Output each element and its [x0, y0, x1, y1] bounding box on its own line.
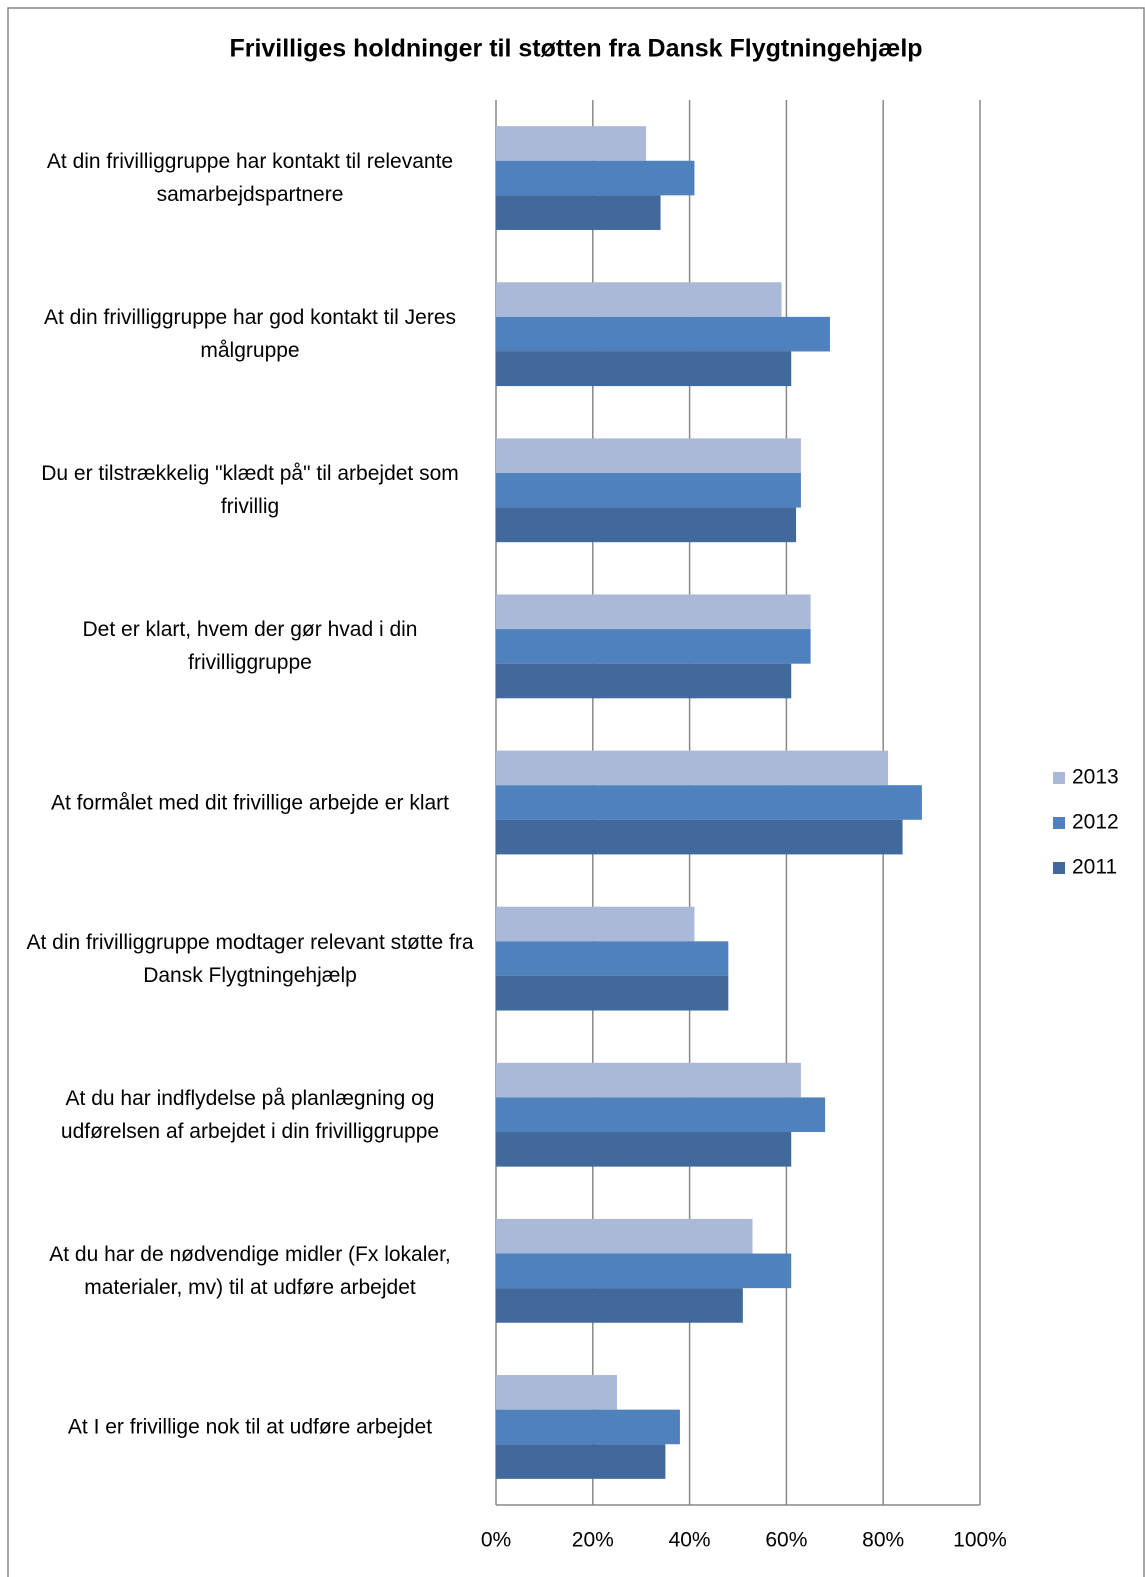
- x-tick-label: 0%: [481, 1529, 511, 1552]
- legend-swatch: [1053, 817, 1065, 829]
- category-label: At din frivilliggruppe modtager relevant…: [26, 930, 474, 987]
- bar: [496, 750, 889, 786]
- category-label: At formålet med dit frivillige arbejde e…: [51, 791, 449, 814]
- bar: [496, 1288, 743, 1323]
- x-tick-label: 20%: [572, 1529, 614, 1552]
- bar: [496, 975, 729, 1011]
- bar: [496, 507, 797, 543]
- bar: [496, 906, 695, 942]
- bar: [496, 629, 811, 664]
- category-label: At du har indflydelse på planlægning og …: [60, 1086, 440, 1143]
- bar: [496, 126, 647, 161]
- bar: [496, 1253, 792, 1289]
- legend-label: 2013: [1072, 766, 1119, 789]
- category-label: Du er tilstrækkelig "klædt på" til arbej…: [41, 462, 459, 519]
- bar: [496, 819, 903, 855]
- category-label: At du har de nødvendige midler (Fx lokal…: [49, 1242, 451, 1299]
- bar: [496, 195, 661, 230]
- bar: [496, 438, 801, 473]
- legend-label: 2011: [1072, 856, 1117, 879]
- bar: [496, 1097, 826, 1133]
- bar: [496, 282, 782, 317]
- bar: [496, 316, 830, 352]
- bar: [496, 1132, 792, 1167]
- x-tick-label: 60%: [765, 1529, 807, 1552]
- chart-frame: [7, 7, 1145, 1577]
- bar: [496, 941, 729, 976]
- x-tick-label: 40%: [669, 1529, 711, 1552]
- bar: [496, 472, 801, 508]
- bar: [496, 1062, 801, 1098]
- x-tick-label: 80%: [862, 1529, 904, 1552]
- bar: [496, 1409, 680, 1445]
- bar: [496, 1444, 666, 1479]
- bar: [496, 160, 695, 196]
- bar: [496, 351, 792, 387]
- legend-swatch: [1053, 772, 1065, 784]
- bar: [496, 785, 922, 820]
- category-label: At I er frivillige nok til at udføre arb…: [67, 1415, 433, 1439]
- category-label: At din frivilliggruppe har kontakt til r…: [46, 150, 454, 207]
- bar: [496, 1375, 617, 1410]
- bar: [496, 663, 792, 699]
- legend-label: 2012: [1072, 811, 1119, 834]
- bar: [496, 1218, 753, 1254]
- legend-swatch: [1053, 862, 1065, 874]
- bar: [496, 594, 811, 630]
- category-label: Det er klart, hvem der gør hvad i din fr…: [82, 618, 418, 675]
- category-label: At din frivilliggruppe har god kontakt t…: [43, 306, 457, 363]
- x-tick-label: 100%: [953, 1529, 1007, 1552]
- chart-title: Frivilliges holdninger til støtten fra D…: [229, 35, 922, 63]
